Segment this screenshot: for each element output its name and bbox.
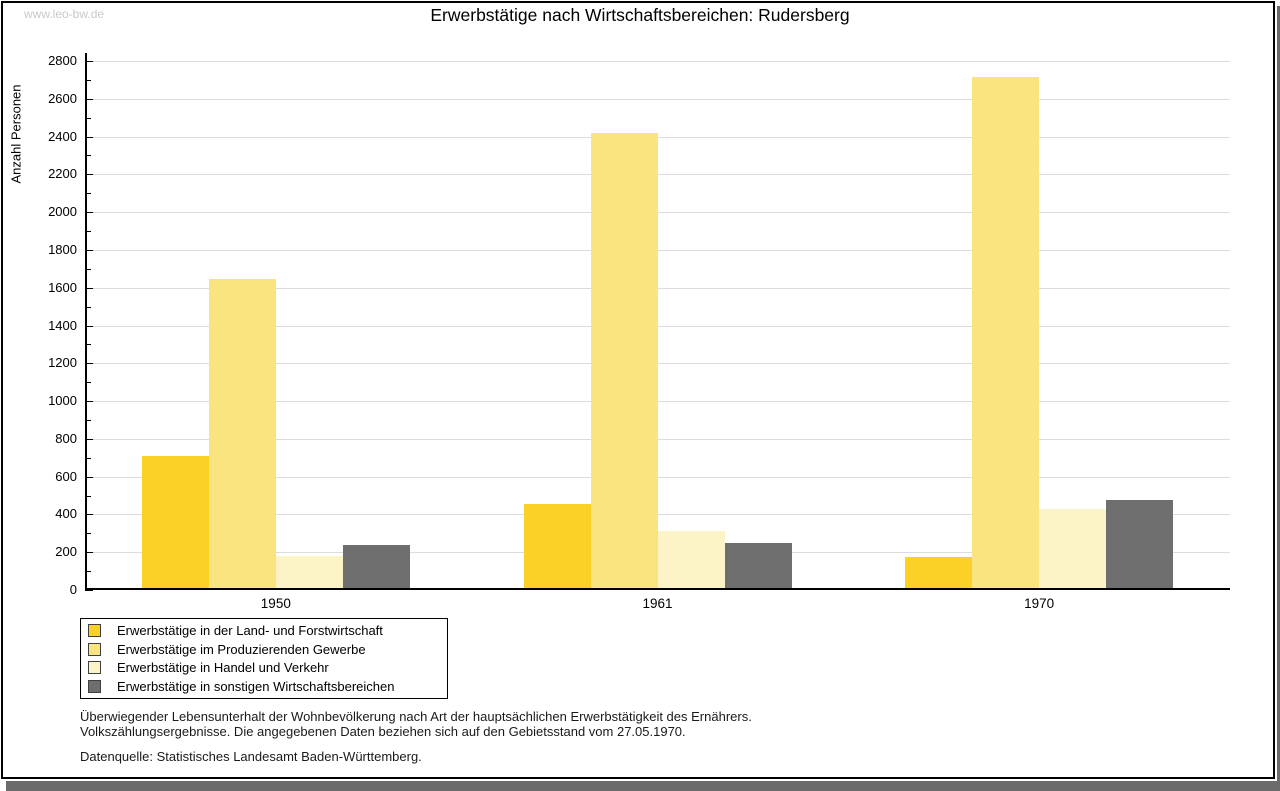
gridline-2800 <box>85 61 1230 62</box>
y-minor-tick-900 <box>85 419 91 421</box>
y-tick-label-0: 0 <box>69 582 77 597</box>
gridline-400 <box>85 514 1230 516</box>
y-tick-800 <box>85 438 93 440</box>
legend-row-2: Erwerbstätige im Produzierenden Gewerbe <box>81 641 447 658</box>
y-minor-tick-1300 <box>85 344 91 346</box>
bar-1961-series-1 <box>523 503 591 588</box>
legend-label: Erwerbstätige in Handel und Verkehr <box>117 660 329 676</box>
y-minor-tick-2500 <box>85 117 91 119</box>
y-tick-2000 <box>85 212 93 214</box>
y-minor-tick-700 <box>85 457 91 459</box>
y-minor-tick-1900 <box>85 231 91 233</box>
y-minor-tick-100 <box>85 571 91 573</box>
y-tick-label-2800: 2800 <box>48 53 77 68</box>
y-tick-1000 <box>85 401 93 403</box>
bar-1961-series-3 <box>657 531 725 588</box>
legend-swatch-icon <box>88 661 101 675</box>
y-tick-1600 <box>85 287 93 289</box>
bar-1950-series-3 <box>275 555 343 588</box>
y-minor-tick-500 <box>85 495 91 497</box>
y-tick-label-2000: 2000 <box>48 204 77 220</box>
frame-shadow-right <box>1277 6 1280 791</box>
y-tick-2600 <box>85 98 93 100</box>
gridline-1000 <box>85 401 1230 403</box>
bar-1970-series-4 <box>1106 500 1174 588</box>
x-tick-label-1950: 1950 <box>260 596 291 611</box>
y-tick-label-1200: 1200 <box>48 355 77 371</box>
y-tick-label-400: 400 <box>55 506 77 522</box>
gridline-800 <box>85 438 1230 440</box>
y-minor-tick-300 <box>85 533 91 535</box>
y-tick-200 <box>85 552 93 554</box>
y-tick-label-600: 600 <box>55 468 77 484</box>
y-minor-tick-2700 <box>85 79 91 81</box>
y-minor-tick-1700 <box>85 268 91 270</box>
y-tick-label-1600: 1600 <box>48 279 77 295</box>
footnote-line-2: Volkszählungsergebnisse. Die angegebenen… <box>80 723 686 739</box>
y-tick-label-2200: 2200 <box>48 166 77 182</box>
gridline-1400 <box>85 325 1230 327</box>
y-tick-400 <box>85 514 93 516</box>
y-tick-0 <box>85 590 93 591</box>
gridline-2400 <box>85 136 1230 138</box>
legend-row-3: Erwerbstätige in Handel und Verkehr <box>81 659 447 676</box>
gridline-1800 <box>85 249 1230 251</box>
footnote-line-1: Überwiegender Lebensunterhalt der Wohnbe… <box>80 709 752 724</box>
y-tick-label-1000: 1000 <box>48 393 77 409</box>
y-tick-1200 <box>85 363 93 365</box>
bar-1961-series-4 <box>724 542 792 588</box>
x-axis-spine <box>85 588 1230 590</box>
y-tick-label-1800: 1800 <box>48 241 77 257</box>
gridline-2200 <box>85 174 1230 176</box>
x-tick-label-1961: 1961 <box>642 596 673 611</box>
y-tick-label-200: 200 <box>55 544 77 560</box>
bar-1950-series-2 <box>208 279 276 588</box>
legend-swatch-icon <box>88 642 101 656</box>
y-tick-label-2600: 2600 <box>48 90 77 106</box>
bar-1970-series-3 <box>1039 508 1107 588</box>
chart-title: Erwerbstätige nach Wirtschaftsbereichen:… <box>430 5 850 25</box>
footnote-source: Datenquelle: Statistisches Landesamt Bad… <box>80 749 422 764</box>
legend-row-4: Erwerbstätige in sonstigen Wirtschaftsbe… <box>81 678 447 695</box>
y-tick-label-1400: 1400 <box>48 317 77 333</box>
footnote-description: Überwiegender Lebensunterhalt der Wohnbe… <box>80 709 752 739</box>
y-tick-2200 <box>85 174 93 176</box>
legend-row-1: Erwerbstätige in der Land- und Forstwirt… <box>81 622 447 639</box>
y-tick-1400 <box>85 325 93 327</box>
y-axis-spine <box>85 53 87 590</box>
gridline-1600 <box>85 287 1230 289</box>
legend-label: Erwerbstätige in sonstigen Wirtschaftsbe… <box>117 678 395 694</box>
y-tick-600 <box>85 476 93 478</box>
bar-1950-series-1 <box>141 455 209 588</box>
watermark: www.leo-bw.de <box>24 7 105 21</box>
frame-shadow-bottom <box>6 781 1280 791</box>
legend-swatch-icon <box>88 679 101 693</box>
y-tick-1800 <box>85 249 93 251</box>
y-axis-title-text: Anzahl Personen <box>8 84 24 184</box>
bar-1970-series-1 <box>905 556 973 588</box>
gridline-2600 <box>85 98 1230 100</box>
y-minor-tick-1500 <box>85 306 91 308</box>
plot-area: 1950 1961 1970 0 200 400 600 800 1000 1200 1400 160… <box>48 53 1230 611</box>
bar-1961-series-2 <box>590 132 658 588</box>
y-tick-2400 <box>85 136 93 138</box>
legend-label: Erwerbstätige im Produzierenden Gewerbe <box>117 641 366 657</box>
gridline-600 <box>85 476 1230 478</box>
y-minor-tick-2100 <box>85 193 91 195</box>
y-minor-tick-1100 <box>85 382 91 384</box>
gridline-2000 <box>85 212 1230 214</box>
bar-1950-series-4 <box>342 545 410 588</box>
x-tick-label-1970: 1970 <box>1024 596 1055 611</box>
y-minor-tick-2300 <box>85 155 91 157</box>
y-tick-2800 <box>85 61 93 62</box>
legend: Erwerbstätige in der Land- und Forstwirt… <box>80 618 448 699</box>
gridline-1200 <box>85 363 1230 365</box>
y-tick-label-2400: 2400 <box>48 128 77 144</box>
bar-1970-series-2 <box>972 76 1040 588</box>
y-tick-label-800: 800 <box>55 430 77 446</box>
legend-label: Erwerbstätige in der Land- und Forstwirt… <box>117 623 383 639</box>
legend-swatch-icon <box>88 624 101 638</box>
